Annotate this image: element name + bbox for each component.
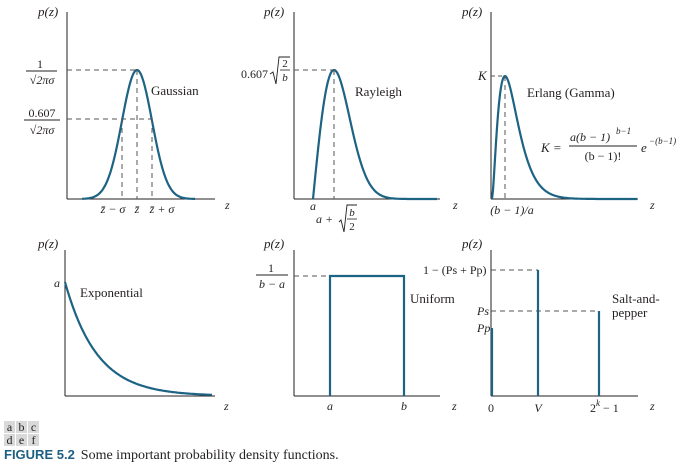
level-label-num: 1 [268,261,274,275]
panel-letter-tile [4,434,15,446]
eq-num-exp: b−1 [616,126,631,136]
tick-max-exp: k [596,398,601,408]
tick-max: 2k − 1 [590,398,619,415]
panel-letter-tile [4,421,15,433]
mid-label-den: √2πσ [30,123,56,137]
curve-name-line1: Salt-and- [612,291,660,306]
tick-peak-prefix: a + [316,212,333,226]
tick-a: a [327,399,333,413]
panel-letter-d: d [7,433,13,447]
tick-v: V [534,401,543,415]
tick-peak-den: 2 [349,221,355,233]
curve-name: Rayleigh [355,84,402,99]
peak-label-radical [269,56,290,85]
y-axis-label: p(z) [37,4,58,19]
curve-name: Exponential [80,285,143,300]
eq-exp: −(b−1) [649,136,676,146]
uniform-box [328,274,406,396]
level-pp-label: Pp [476,321,490,335]
panel-uniform: p(z) z 1 b − a Uniform a b [256,236,457,413]
peak-label-den: √2πσ [30,73,56,87]
panel-erlang: p(z) z K Erlang (Gamma) (b − 1)/a K = a(… [461,4,676,217]
tick-peak-radical [338,204,357,233]
panel-letter-c: c [31,420,36,434]
panel-letter-f: f [32,433,36,447]
curve-name: Uniform [410,291,455,306]
tick-peak: (b − 1)/a [490,203,533,217]
eq-num: a(b − 1) [570,130,610,144]
tick-b: b [401,399,407,413]
tick-z-plus-sigma: z̄ + σ [149,202,176,216]
panel-gaussian: p(z) z 1 √2πσ 0.607 √2πσ Gaussian z̄ − σ… [24,4,230,216]
tick-z-minus-sigma: z̄ − σ [100,202,127,216]
level-ps-label: Ps [476,304,489,318]
peak-label: a [54,276,60,290]
peak-label-den: b [282,72,288,84]
tick-max-rest: − 1 [600,401,619,415]
panel-letter-tile [28,434,39,446]
figure-caption-text: Some important probability density funct… [80,448,339,463]
exponential-curve [63,281,212,396]
panel-letter-e: e [19,433,24,447]
panel-letter-tiles: a b c d e f [4,420,39,447]
y-axis-label: p(z) [263,4,284,19]
figure-label: FIGURE 5.2 [4,447,75,462]
x-axis-label: z [224,198,230,212]
y-axis-label: p(z) [461,236,482,251]
tick-z-mean: z̄ [134,202,140,216]
y-axis-label: p(z) [461,4,482,19]
eq-lhs: K = [540,140,562,155]
peak-label-coef: 0.607 [241,67,268,81]
level-label-den: b − a [259,277,285,291]
panel-letter-a: a [7,420,13,434]
peak-label-num: 1 [37,57,43,71]
level-top-label: 1 − (Ps + Pp) [423,263,487,277]
peak-label: K [477,68,488,83]
panel-letter-tile [16,434,27,446]
tick-max-base: 2 [590,401,596,415]
panel-letter-tile [28,421,39,433]
x-axis-label: z [451,399,457,413]
tick-0: 0 [488,401,494,415]
curve-name-line2: pepper [612,305,648,320]
x-axis-label: z [649,198,655,212]
eq-den: (b − 1)! [585,149,622,163]
x-axis-label: z [649,399,655,413]
gaussian-curve [82,68,195,200]
tick-a: a [310,199,316,213]
curve-name: Erlang (Gamma) [527,85,615,100]
x-axis-label: z [223,399,229,413]
panel-letter-tile [16,421,27,433]
y-axis-label: p(z) [263,236,284,251]
figure-caption: FIGURE 5.2 Some important probability den… [4,447,339,464]
panel-saltpepper: p(z) z 1 − (Ps + Pp) Ps Pp Salt-and- pep… [423,236,660,415]
eq-exp-base: e [641,140,647,155]
x-axis-label: z [452,198,458,212]
tick-peak-num: b [349,207,355,219]
peak-label-num: 2 [282,58,288,70]
y-axis-label: p(z) [37,236,58,251]
panel-rayleigh: p(z) z 0.607 2 b Rayleigh a a + b 2 [241,4,458,233]
panel-exponential: p(z) z a Exponential [37,236,229,413]
panel-letter-b: b [19,420,25,434]
mid-label-num: 0.607 [29,106,56,120]
curve-name: Gaussian [151,83,199,98]
erlang-curve [490,74,637,201]
